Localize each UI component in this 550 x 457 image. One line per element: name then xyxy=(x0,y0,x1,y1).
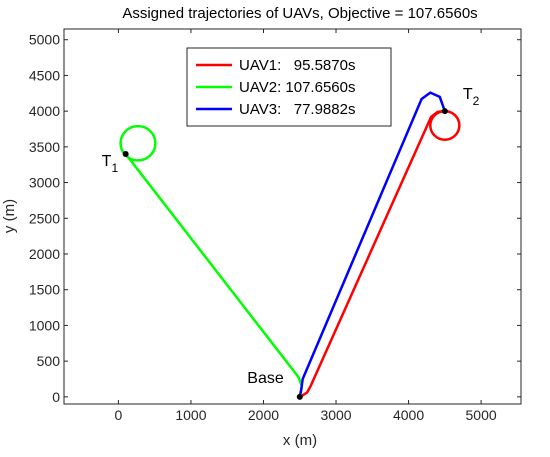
legend-label-uav2: UAV2: 107.6560s xyxy=(239,79,355,96)
y-axis-label: y (m) xyxy=(1,199,18,233)
y-tick-label: 4500 xyxy=(29,67,60,83)
chart-title: Assigned trajectories of UAVs, Objective… xyxy=(122,5,477,22)
x-tick-label: 2000 xyxy=(248,407,279,423)
y-tick-label: 5000 xyxy=(29,32,60,48)
base-marker xyxy=(296,393,303,400)
x-tick-label: 1000 xyxy=(175,407,206,423)
legend: UAV1: 95.5870s UAV2: 107.6560s UAV3: 77.98… xyxy=(186,47,392,127)
y-tick-label: 2000 xyxy=(29,246,60,262)
x-tick-label: 3000 xyxy=(320,407,351,423)
base-label: Base xyxy=(247,370,284,387)
y-tick-label: 1000 xyxy=(29,317,60,333)
uav3-trajectory xyxy=(298,91,447,399)
y-tick-label: 2500 xyxy=(29,210,60,226)
series-lines xyxy=(119,91,461,399)
y-tick-label: 500 xyxy=(37,353,61,369)
t1-marker xyxy=(122,151,129,157)
y-tick-label: 3500 xyxy=(29,139,60,155)
x-tick-label: 5000 xyxy=(466,407,497,423)
x-tick-label: 0 xyxy=(115,407,123,423)
y-tick-label: 1500 xyxy=(29,282,60,298)
axis-ticks: 0 1000 2000 3000 4000 5000 0 500 1000 1500 2000 250… xyxy=(29,29,521,423)
legend-label-uav3: UAV3: 77.9882s xyxy=(239,101,355,118)
x-axis-label: x (m) xyxy=(283,432,317,449)
legend-label-uav1: UAV1: 95.5870s xyxy=(239,57,355,74)
t2-marker xyxy=(441,108,448,115)
uav2-loiter-circle xyxy=(119,124,157,162)
y-tick-label: 0 xyxy=(52,389,60,405)
y-tick-label: 3000 xyxy=(29,175,60,191)
x-tick-label: 4000 xyxy=(393,407,424,423)
y-tick-label: 4000 xyxy=(29,103,60,119)
